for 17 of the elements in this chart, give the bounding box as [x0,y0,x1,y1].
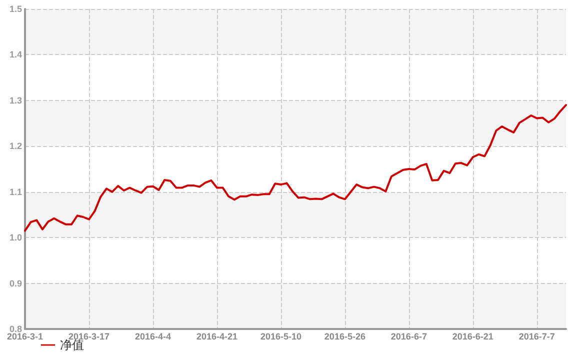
x-tick-label: 2016-4-4 [134,332,171,342]
y-tick-label: 1.4 [9,50,22,60]
x-tick-label: 2016-7-7 [518,332,555,342]
y-tick-label: 1.5 [9,4,22,14]
x-tick-label: 2016-6-7 [390,332,427,342]
y-tick-label: 1.0 [9,232,22,243]
y-tick-label: 1.2 [9,141,22,152]
x-tick-label: 2016-4-21 [196,332,238,342]
x-tick-label: 2016-5-10 [260,332,302,342]
y-tick-label: 0.9 [9,278,22,288]
y-tick-label: 0.8 [9,324,22,334]
x-tick-label: 2016-6-21 [452,332,494,342]
x-tick-label: 2016-3-1 [6,332,44,342]
y-tick-label: 1.1 [9,186,22,197]
x-tick-label: 2016-5-26 [324,332,366,342]
y-tick-label: 1.3 [9,95,22,106]
line-series [24,104,567,232]
